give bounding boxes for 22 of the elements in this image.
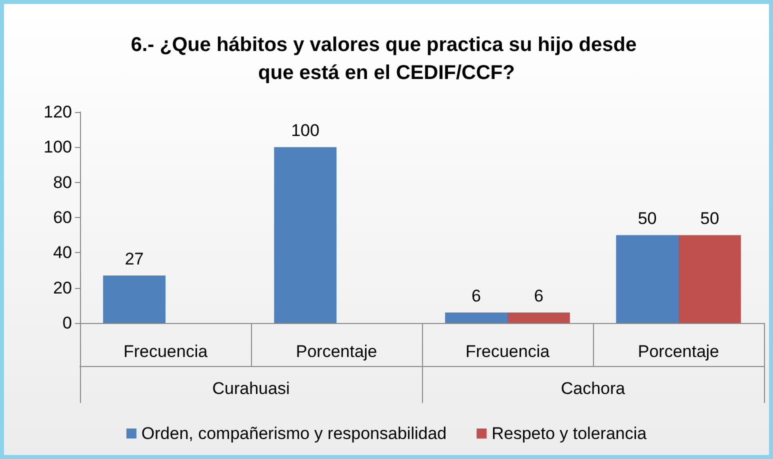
data-label: 6 <box>472 286 482 306</box>
y-tick-label: 40 <box>53 243 72 262</box>
legend-label: Orden, compañerismo y responsabilidad <box>141 424 447 443</box>
y-tick-label: 0 <box>62 314 72 332</box>
data-label: 100 <box>291 121 320 140</box>
text: Cachora <box>560 379 626 398</box>
y-tick-label: 100 <box>44 138 72 157</box>
legend-label: Respeto y tolerancia <box>492 424 648 443</box>
x-tick-label: Frecuencia <box>123 342 208 361</box>
y-tick-label: 120 <box>44 102 72 122</box>
y-tick-label: 20 <box>53 278 72 298</box>
x-tick-label: Porcentaje <box>638 342 720 361</box>
data-label: 50 <box>700 209 720 228</box>
data-label: 6 <box>534 286 544 306</box>
text: Curahuasi <box>212 379 290 398</box>
y-tick-label: 80 <box>53 172 72 192</box>
x-tick-label: Porcentaje <box>296 342 378 361</box>
y-tick-label: 60 <box>53 208 72 227</box>
x-tick-label: Frecuencia <box>465 342 550 361</box>
data-label: 27 <box>124 250 144 269</box>
data-label: 50 <box>638 209 657 228</box>
chart-title: 6.- ¿Que hábitos y valores que practica su hijo desde que está en el CEDIF/CCF? <box>130 34 642 84</box>
